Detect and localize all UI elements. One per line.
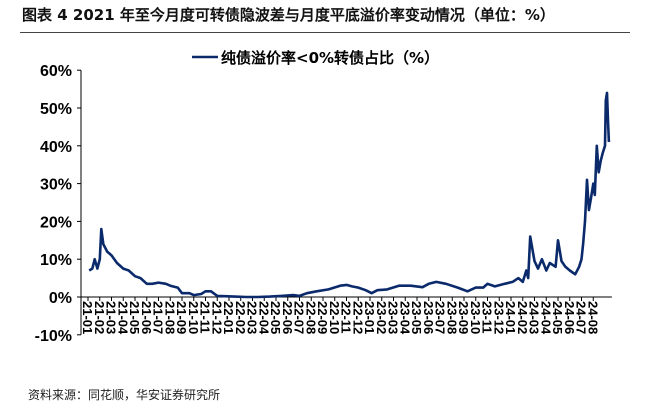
x-tick-label: 21-09 [174, 301, 189, 334]
y-tick-label: 60% [40, 63, 72, 80]
y-tick-label: 20% [40, 214, 72, 231]
y-tick-label: 0% [49, 290, 72, 307]
x-tick-label: 22-03 [245, 301, 260, 334]
x-tick-label: 23-09 [456, 301, 471, 334]
y-tick-label: -10% [35, 328, 72, 345]
x-tick-label: 22-10 [327, 301, 342, 334]
x-tick-label: 21-02 [92, 301, 107, 334]
x-tick-label: 21-10 [186, 301, 201, 334]
x-tick-label: 24-06 [562, 301, 577, 334]
x-tick-label: 21-06 [139, 301, 154, 334]
x-tick-label: 22-12 [350, 301, 365, 334]
x-tick-label: 24-01 [503, 301, 518, 334]
x-tick-label: 24-05 [550, 301, 565, 334]
y-tick-label: 40% [40, 139, 72, 156]
x-tick-label: 22-07 [292, 301, 307, 334]
x-tick-label: 23-04 [397, 301, 412, 335]
x-tick-label: 22-02 [233, 301, 248, 334]
x-tick-label: 22-05 [268, 301, 283, 334]
x-tick-label: 24-08 [585, 301, 600, 334]
x-tick-label: 21-05 [127, 301, 142, 334]
series-line [88, 91, 611, 299]
x-tick-label: 21-04 [115, 301, 130, 335]
x-tick-label: 21-08 [162, 301, 177, 334]
x-tick-label: 23-06 [421, 301, 436, 334]
x-tick-label: 23-01 [362, 301, 377, 334]
x-tick-label: 21-01 [80, 301, 95, 334]
legend-label: 纯债溢价率<0%转债占比（%） [221, 49, 439, 67]
x-tick-label: 23-05 [409, 301, 424, 334]
y-tick-label: 30% [40, 177, 72, 194]
y-tick-label: 10% [40, 252, 72, 269]
x-tick-label: 22-11 [339, 301, 354, 334]
x-tick-label: 22-04 [256, 301, 271, 335]
x-tick-label: 21-12 [209, 301, 224, 334]
x-tick-label: 23-08 [444, 301, 459, 334]
source-note: 资料来源：同花顺，华安证券研究所 [28, 388, 221, 402]
x-tick-label: 22-08 [303, 301, 318, 334]
x-tick-label: 23-02 [374, 301, 389, 334]
figure-title: 图表 4 2021 年至今月度可转债隐波差与月度平底溢价率变动情况（单位：%） [22, 6, 555, 24]
x-tick-label: 24-02 [515, 301, 530, 334]
x-tick-label: 23-11 [480, 301, 495, 334]
x-tick-label: 21-03 [104, 301, 119, 334]
x-tick-label: 23-12 [491, 301, 506, 334]
x-tick-label: 23-07 [433, 301, 448, 334]
x-tick-label: 23-10 [468, 301, 483, 334]
x-tick-label: 23-03 [386, 301, 401, 334]
x-tick-label: 22-01 [221, 301, 236, 334]
x-tick-label: 21-11 [198, 301, 213, 334]
x-tick-label: 22-06 [280, 301, 295, 334]
y-tick-label: 50% [40, 101, 72, 118]
x-tick-label: 22-09 [315, 301, 330, 334]
title-divider [20, 32, 630, 33]
x-tick-label: 24-03 [527, 301, 542, 334]
x-tick-label: 24-07 [574, 301, 589, 334]
x-tick-label: 21-07 [151, 301, 166, 334]
x-tick-label: 24-04 [538, 301, 553, 335]
